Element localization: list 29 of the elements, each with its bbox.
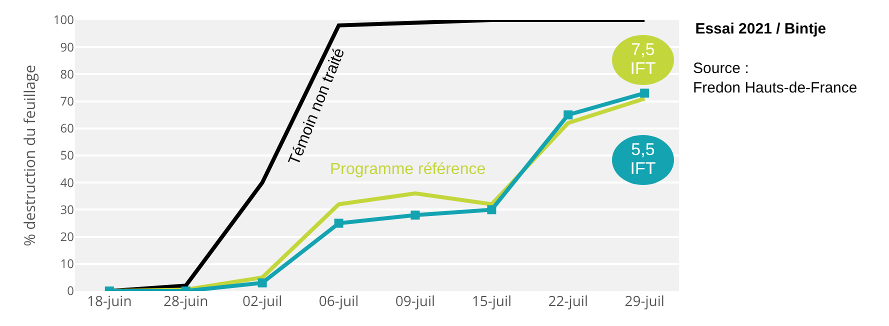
y-tick-label: 40	[60, 174, 74, 191]
y-tick-label: 60	[60, 120, 74, 137]
point	[564, 110, 573, 120]
point	[334, 218, 344, 228]
y-tick-label: 80	[60, 65, 74, 82]
y-tick-label: 0	[67, 282, 74, 300]
x-tick-label: 09-juil	[395, 292, 436, 311]
point	[258, 278, 267, 288]
y-tick-label: 90	[60, 38, 74, 56]
y-tick-label: 50	[60, 146, 74, 164]
text: Essai 2021 / Bintje	[695, 20, 826, 38]
y-tick-label: 100	[53, 11, 74, 28]
x-tick-label: 18-juin	[87, 292, 132, 311]
x-tick-label: 06-juil	[318, 292, 359, 311]
x-tick-label: 28-juin	[163, 292, 208, 311]
x-tick-label: 15-juil	[472, 292, 512, 311]
x-tick-label: 22-juil	[548, 292, 588, 311]
source-note: Source : Fredon Hauts-de-France	[693, 60, 858, 96]
series-label: Programme référence	[330, 161, 486, 178]
y-tick-label: 10	[60, 255, 74, 272]
point	[640, 88, 650, 98]
y-tick-label: 70	[60, 92, 74, 110]
x-tick-label: 02-juil	[242, 292, 282, 311]
y-tick-label: 20	[60, 228, 74, 245]
y-tick-label: 30	[60, 200, 74, 218]
y-axis-title: % destruction du feuillage	[20, 64, 40, 246]
point	[410, 210, 420, 220]
x-tick-label: 29-juil	[624, 292, 664, 311]
point	[487, 205, 496, 214]
